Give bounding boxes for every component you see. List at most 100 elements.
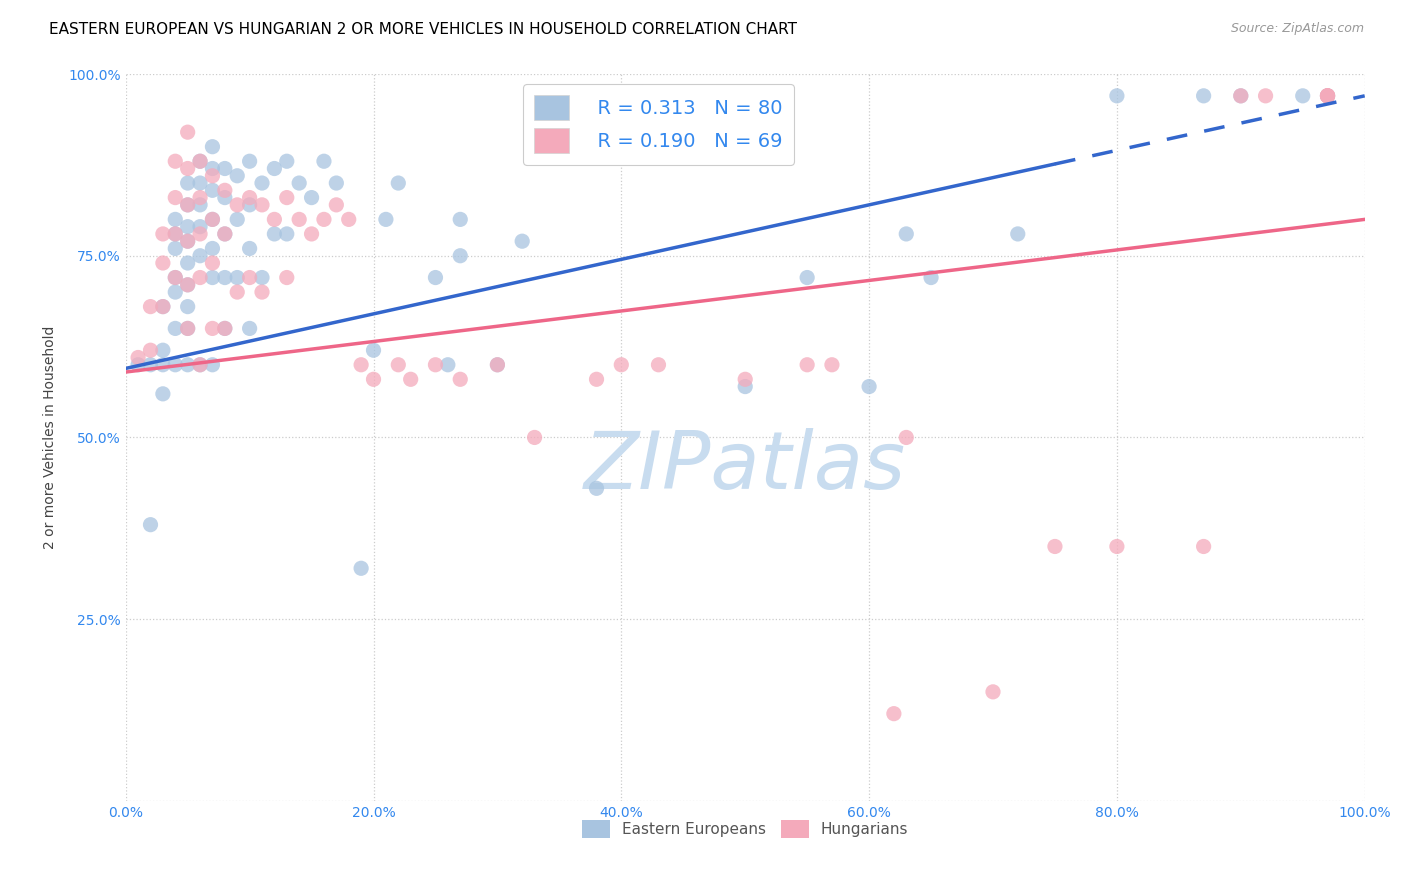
Point	[325, 176, 347, 190]
Point	[176, 125, 198, 139]
Point	[796, 270, 818, 285]
Point	[883, 706, 905, 721]
Point	[152, 358, 174, 372]
Point	[1316, 88, 1339, 103]
Point	[250, 198, 273, 212]
Point	[176, 219, 198, 234]
Point	[165, 191, 187, 205]
Point	[214, 270, 236, 285]
Point	[165, 227, 187, 241]
Point	[276, 154, 298, 169]
Point	[188, 191, 211, 205]
Point	[523, 430, 546, 444]
Point	[176, 234, 198, 248]
Point	[139, 358, 162, 372]
Text: EASTERN EUROPEAN VS HUNGARIAN 2 OR MORE VEHICLES IN HOUSEHOLD CORRELATION CHART: EASTERN EUROPEAN VS HUNGARIAN 2 OR MORE …	[49, 22, 797, 37]
Point	[165, 242, 187, 256]
Point	[188, 198, 211, 212]
Point	[165, 285, 187, 299]
Point	[387, 358, 409, 372]
Y-axis label: 2 or more Vehicles in Household: 2 or more Vehicles in Household	[44, 326, 58, 549]
Point	[165, 321, 187, 335]
Point	[449, 249, 471, 263]
Point	[1192, 540, 1215, 554]
Point	[337, 212, 360, 227]
Point	[127, 358, 149, 372]
Text: Source: ZipAtlas.com: Source: ZipAtlas.com	[1230, 22, 1364, 36]
Point	[165, 154, 187, 169]
Point	[188, 358, 211, 372]
Point	[239, 270, 262, 285]
Point	[165, 358, 187, 372]
Point	[226, 285, 249, 299]
Point	[226, 212, 249, 227]
Point	[188, 219, 211, 234]
Point	[139, 300, 162, 314]
Point	[152, 300, 174, 314]
Point	[276, 227, 298, 241]
Point	[1229, 88, 1251, 103]
Point	[214, 183, 236, 197]
Point	[374, 212, 396, 227]
Point	[176, 234, 198, 248]
Point	[152, 256, 174, 270]
Point	[139, 517, 162, 532]
Point	[188, 249, 211, 263]
Point	[176, 321, 198, 335]
Point	[201, 270, 224, 285]
Point	[201, 183, 224, 197]
Point	[176, 277, 198, 292]
Point	[647, 358, 669, 372]
Point	[176, 176, 198, 190]
Point	[449, 212, 471, 227]
Point	[214, 321, 236, 335]
Point	[250, 285, 273, 299]
Point	[188, 154, 211, 169]
Point	[201, 169, 224, 183]
Point	[312, 212, 335, 227]
Point	[239, 321, 262, 335]
Point	[152, 227, 174, 241]
Point	[510, 234, 533, 248]
Point	[263, 227, 285, 241]
Point	[176, 161, 198, 176]
Point	[858, 379, 880, 393]
Point	[1292, 88, 1315, 103]
Point	[165, 270, 187, 285]
Point	[239, 191, 262, 205]
Point	[734, 379, 756, 393]
Point	[1316, 88, 1339, 103]
Point	[226, 270, 249, 285]
Point	[250, 270, 273, 285]
Point	[1316, 88, 1339, 103]
Point	[610, 358, 633, 372]
Point	[201, 321, 224, 335]
Legend: Eastern Europeans, Hungarians: Eastern Europeans, Hungarians	[576, 814, 914, 844]
Point	[981, 685, 1004, 699]
Point	[1192, 88, 1215, 103]
Point	[325, 198, 347, 212]
Point	[1105, 540, 1128, 554]
Point	[201, 139, 224, 153]
Point	[350, 358, 373, 372]
Point	[263, 212, 285, 227]
Point	[226, 198, 249, 212]
Point	[176, 358, 198, 372]
Point	[239, 198, 262, 212]
Point	[585, 372, 607, 386]
Point	[276, 191, 298, 205]
Point	[449, 372, 471, 386]
Point	[734, 372, 756, 386]
Point	[288, 176, 311, 190]
Point	[486, 358, 509, 372]
Point	[363, 343, 385, 358]
Point	[821, 358, 844, 372]
Point	[176, 300, 198, 314]
Point	[176, 198, 198, 212]
Point	[363, 372, 385, 386]
Point	[188, 270, 211, 285]
Point	[585, 481, 607, 495]
Point	[1043, 540, 1066, 554]
Point	[188, 176, 211, 190]
Point	[1316, 88, 1339, 103]
